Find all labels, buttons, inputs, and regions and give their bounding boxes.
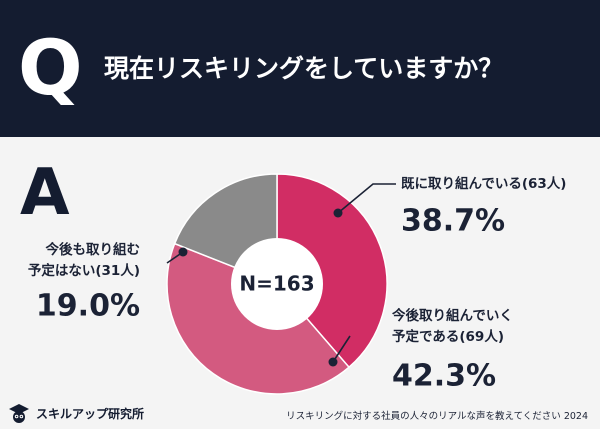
donut-hole (231, 238, 323, 330)
slice-label-2-line-2: 予定である(69人) (392, 328, 504, 345)
slice-label-2-line-1: 今後取り組んでいく (392, 307, 513, 324)
question-q-letter: Q (18, 23, 83, 112)
slice-percent-2: 42.3% (392, 359, 496, 394)
slice-percent-3: 19.0% (36, 289, 140, 324)
sample-size-label: N=163 (239, 272, 314, 296)
slice-label-3-line-1: 今後も取り組む (46, 241, 141, 258)
leader-line-2 (332, 335, 351, 363)
leader-dot-1 (333, 208, 343, 218)
donut-slice-1 (276, 173, 388, 369)
answer-a-letter: A (20, 156, 70, 230)
slice-label-3-line-2: 予定はない(31人) (28, 262, 140, 279)
brand-name: スキルアップ研究所 (36, 406, 145, 421)
slice-percent-1: 38.7% (401, 204, 505, 239)
slice-label-1-line-1: 既に取り組んでいる(63人) (401, 175, 566, 192)
leader-line-1 (337, 183, 396, 214)
header-banner: Q 現在リスキリングをしていますか？ (0, 0, 600, 137)
brand-logo: スキルアップ研究所 (8, 401, 144, 425)
question-text: 現在リスキリングをしていますか？ (104, 54, 504, 83)
leader-dot-3 (178, 247, 188, 257)
survey-source-note: リスキリングに対する社員の人々のリアルな声を教えてください 2024 (286, 411, 588, 422)
leader-dot-2 (328, 357, 338, 367)
graduation-cap-owl-icon (9, 404, 29, 423)
